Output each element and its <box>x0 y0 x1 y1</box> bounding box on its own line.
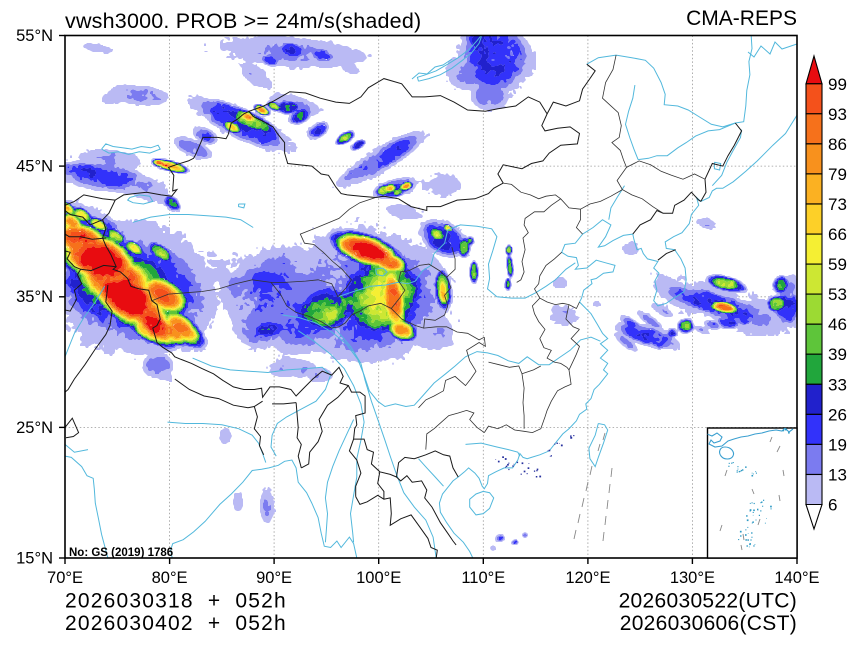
svg-text:86: 86 <box>828 135 847 154</box>
svg-text:110°E: 110°E <box>461 569 505 587</box>
svg-text:120°E: 120°E <box>565 569 610 587</box>
svg-text:73: 73 <box>828 195 847 214</box>
svg-text:25°N: 25°N <box>16 419 53 437</box>
svg-text:39: 39 <box>828 345 847 364</box>
svg-text:70°E: 70°E <box>47 569 83 587</box>
svg-text:99: 99 <box>828 75 847 94</box>
svg-text:140°E: 140°E <box>774 569 819 587</box>
svg-text:35°N: 35°N <box>16 288 53 306</box>
svg-text:100°E: 100°E <box>356 569 401 587</box>
svg-text:45°N: 45°N <box>16 158 53 176</box>
svg-text:2026030402 + 052h: 2026030402 + 052h <box>65 612 287 635</box>
svg-text:59: 59 <box>828 255 847 274</box>
svg-text:79: 79 <box>828 165 847 184</box>
svg-text:vwsh3000. PROB >= 24m/s(shaded: vwsh3000. PROB >= 24m/s(shaded) <box>65 9 421 33</box>
svg-text:33: 33 <box>828 375 847 394</box>
svg-text:46: 46 <box>828 315 847 334</box>
svg-text:2026030318 + 052h: 2026030318 + 052h <box>65 590 287 613</box>
svg-text:13: 13 <box>828 466 847 485</box>
svg-text:2026030606(CST): 2026030606(CST) <box>620 612 797 635</box>
svg-text:26: 26 <box>828 405 847 424</box>
svg-text:55°N: 55°N <box>16 27 53 45</box>
svg-text:66: 66 <box>828 225 847 244</box>
svg-text:80°E: 80°E <box>152 569 188 587</box>
svg-text:No: GS (2019) 1786: No: GS (2019) 1786 <box>69 547 173 559</box>
svg-text:2026030522(UTC): 2026030522(UTC) <box>619 590 797 613</box>
svg-text:53: 53 <box>828 285 847 304</box>
svg-text:6: 6 <box>828 496 837 515</box>
svg-text:CMA-REPS: CMA-REPS <box>686 7 797 30</box>
svg-text:90°E: 90°E <box>256 569 292 587</box>
svg-text:93: 93 <box>828 105 847 124</box>
svg-text:19: 19 <box>828 435 847 454</box>
svg-text:15°N: 15°N <box>16 550 53 568</box>
svg-text:130°E: 130°E <box>670 569 715 587</box>
